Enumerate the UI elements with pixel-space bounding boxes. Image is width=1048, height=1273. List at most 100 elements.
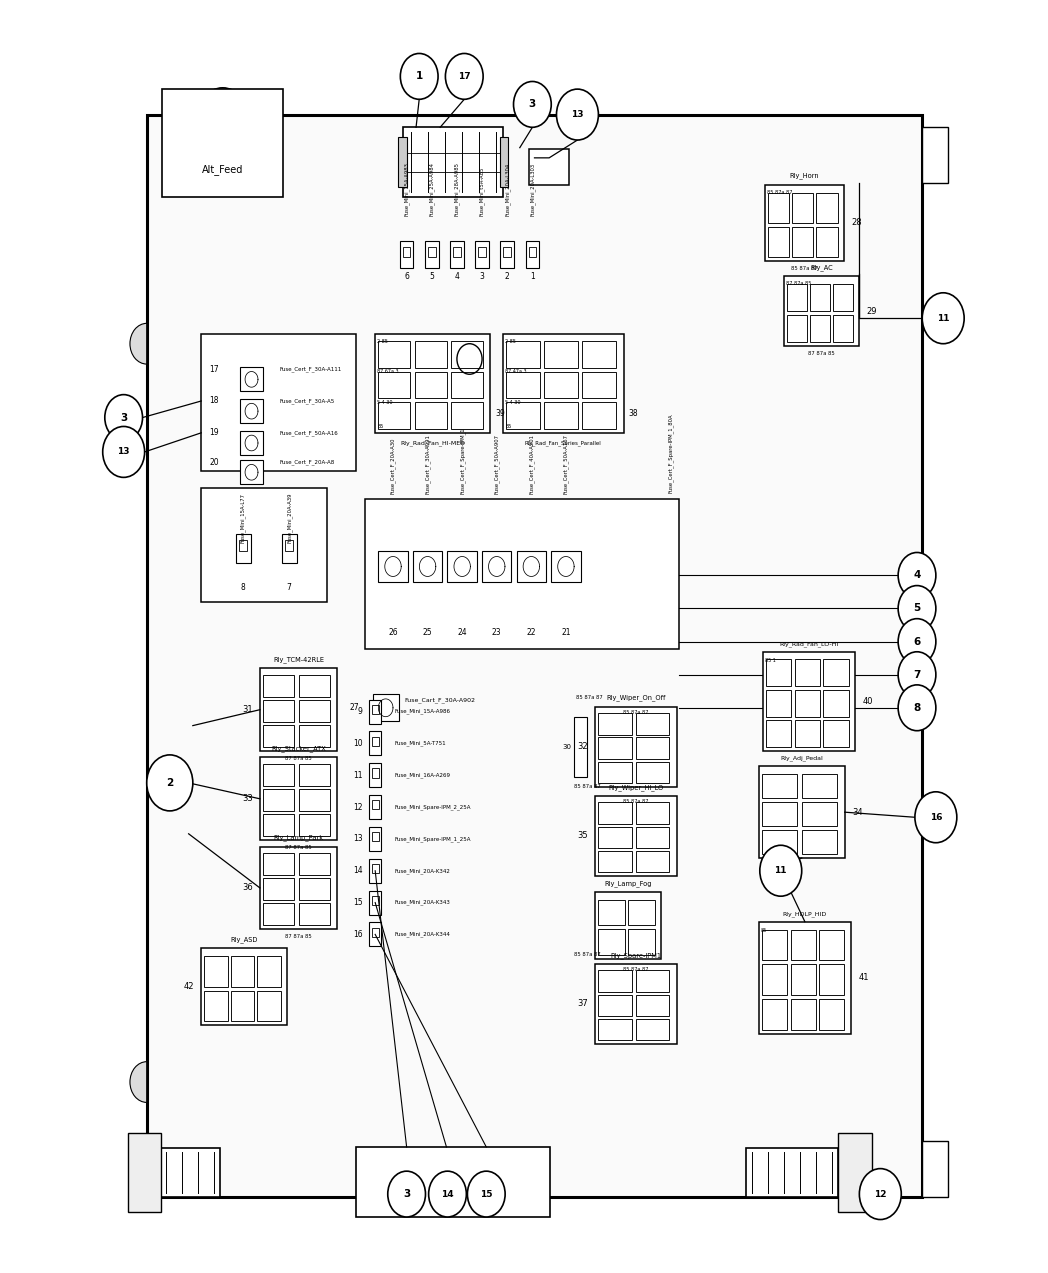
Text: Rly_Rad_Fan_HI-MED: Rly_Rad_Fan_HI-MED [400,440,465,446]
Text: Fuse_Cart_F_30A-A902: Fuse_Cart_F_30A-A902 [405,698,476,703]
Bar [820,999,845,1030]
Bar [526,242,540,269]
Text: 2 85: 2 85 [505,339,516,344]
Text: Rly_Lamp_Fog: Rly_Lamp_Fog [605,881,652,887]
Bar [768,192,789,223]
Bar [369,827,381,850]
Circle shape [467,1171,505,1217]
Text: 39: 39 [496,409,505,419]
Circle shape [898,652,936,698]
Bar [790,965,815,995]
Bar [766,721,791,747]
Bar [810,284,830,312]
Bar [802,830,836,854]
Bar [285,540,293,551]
Bar [517,551,546,582]
Bar [544,372,577,398]
Bar [369,859,381,882]
Bar [802,774,836,798]
Bar [598,900,625,925]
Bar [746,1148,838,1197]
Text: 14: 14 [441,1189,454,1199]
Circle shape [514,81,551,127]
Bar [369,923,381,946]
Text: 7: 7 [287,583,291,592]
Bar [201,334,356,471]
Text: 15: 15 [480,1189,493,1199]
Bar [820,965,845,995]
Bar [482,551,511,582]
Bar [263,700,294,722]
Bar [260,847,337,929]
Text: 27: 27 [350,703,359,713]
Bar [598,1018,632,1040]
Text: Fuse_Mini_20A-L304: Fuse_Mini_20A-L304 [504,163,510,216]
Bar [375,334,490,433]
Bar [506,341,540,368]
Bar [453,247,461,257]
Bar [403,127,503,197]
Bar [583,341,616,368]
Bar [263,789,294,811]
Text: Fuse_Mini_20A-L303: Fuse_Mini_20A-L303 [529,163,536,216]
Bar [415,402,446,429]
Text: 6: 6 [914,636,920,647]
Bar [236,533,250,564]
Bar [239,540,247,551]
Text: 12: 12 [353,802,363,812]
Bar [258,990,281,1021]
Bar [299,726,330,747]
Bar [451,242,463,269]
Bar [636,737,670,759]
Bar [415,372,446,398]
Bar [762,965,787,995]
Bar [529,149,569,185]
Text: 85: 85 [761,928,767,933]
Bar [824,721,849,747]
Text: Rly_ASD: Rly_ASD [231,937,258,943]
Text: 6: 6 [405,272,409,281]
Bar [636,1018,670,1040]
Text: 85 87a 87: 85 87a 87 [624,967,649,973]
Text: 5: 5 [914,603,920,614]
Bar [378,372,411,398]
Bar [794,659,820,686]
Text: 40: 40 [863,696,873,707]
Text: Fuse_Cert_F_Spare-IPM_1: Fuse_Cert_F_Spare-IPM_1 [459,428,465,494]
Text: Fuse_Mini_t5A-A85: Fuse_Mini_t5A-A85 [479,167,485,216]
Text: 2: 2 [505,272,509,281]
Bar [636,802,670,824]
Text: 85: 85 [505,424,511,429]
Bar [451,372,483,398]
Text: Fuse_Mini_15A-L77: Fuse_Mini_15A-L77 [240,493,246,542]
Bar [784,276,859,346]
Text: Fuse_Cert_F_50A-A907: Fuse_Cert_F_50A-A907 [494,434,500,494]
Bar [598,994,632,1016]
Bar [478,247,486,257]
Bar [260,668,337,751]
Bar [299,853,330,876]
Text: 42: 42 [183,981,194,992]
Circle shape [922,293,964,344]
Text: Fuse_Mini_20A-K343: Fuse_Mini_20A-K343 [394,900,450,905]
Text: 41: 41 [858,973,869,983]
Bar [299,904,330,925]
Bar [413,551,442,582]
Text: 85 87a 87: 85 87a 87 [791,266,817,271]
Text: 85 87a 87: 85 87a 87 [574,784,602,789]
Bar [792,227,813,257]
Bar [398,137,407,187]
Text: 29: 29 [867,307,877,316]
Bar [369,891,381,914]
Bar [451,402,483,429]
Bar [201,948,287,1025]
Bar [162,89,283,197]
Bar [365,499,679,649]
Circle shape [859,1169,901,1220]
Bar [204,956,227,987]
Bar [598,850,632,872]
Bar [636,970,670,992]
Bar [378,551,408,582]
Text: 3: 3 [403,1189,410,1199]
Bar [595,964,677,1044]
